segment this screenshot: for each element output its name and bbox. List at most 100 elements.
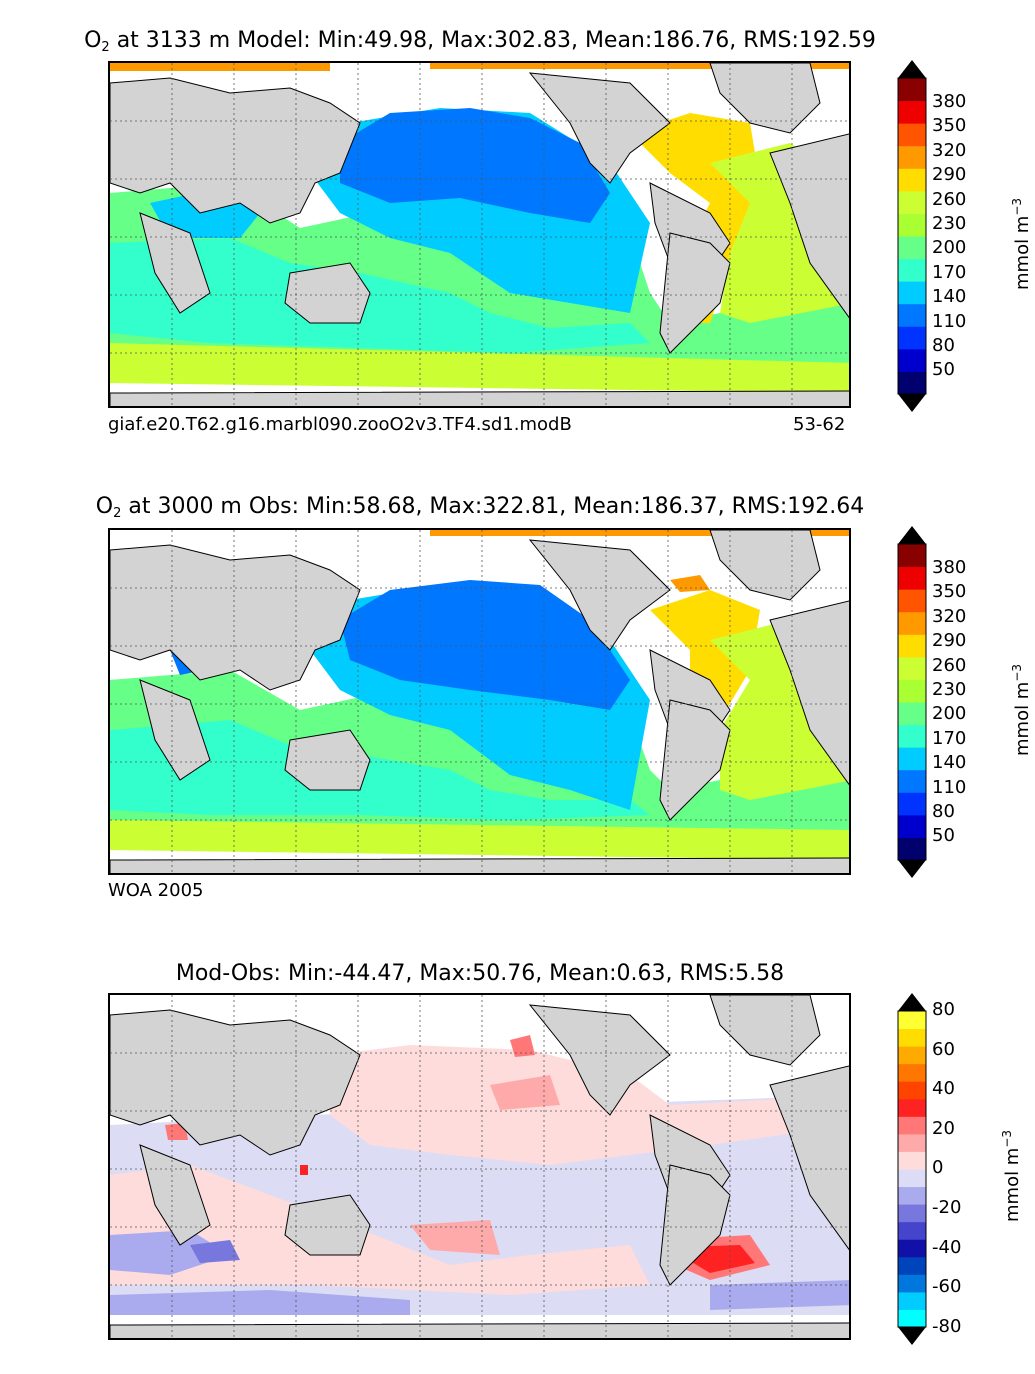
colorbar-model-unit: mmol m−3 bbox=[1010, 198, 1033, 290]
unit-sup: −3 bbox=[1010, 663, 1024, 682]
colorbar-model bbox=[897, 60, 927, 412]
colorbar-segment bbox=[898, 1256, 926, 1275]
caption-model-run: giaf.e20.T62.g16.marbl090.zooO2v3.TF4.sd… bbox=[108, 414, 572, 435]
colorbar-segment bbox=[898, 814, 926, 838]
colorbar-diff-unit: mmol m−3 bbox=[1000, 1130, 1023, 1222]
colorbar-model-svg bbox=[897, 60, 927, 412]
colorbar-tick-label: 80 bbox=[932, 801, 955, 822]
unit-text: mmol m bbox=[1012, 681, 1033, 756]
map-model bbox=[108, 61, 851, 408]
colorbar-tick-label: 20 bbox=[932, 1117, 955, 1139]
map-diff bbox=[108, 993, 851, 1340]
colorbar-segment bbox=[898, 1291, 926, 1310]
colorbar-segment bbox=[898, 611, 926, 635]
title-prefix: O bbox=[84, 28, 102, 53]
colorbar-tick-label: 200 bbox=[932, 703, 967, 725]
colorbar-segment bbox=[898, 1169, 926, 1188]
colorbar-segment bbox=[898, 792, 926, 816]
colorbar-segment bbox=[898, 656, 926, 680]
colorbar-tick-label: 80 bbox=[932, 999, 955, 1020]
colorbar-segment bbox=[898, 1133, 926, 1152]
colorbar-tick-label: -40 bbox=[932, 1236, 962, 1258]
colorbar-segment bbox=[898, 1204, 926, 1223]
colorbar-segment bbox=[898, 145, 926, 169]
title-subscript: 2 bbox=[113, 506, 122, 521]
colorbar-segment bbox=[898, 566, 926, 590]
colorbar-tick-label: 140 bbox=[932, 752, 967, 774]
colorbar-segment bbox=[898, 1309, 926, 1328]
colorbar-tick-label: 60 bbox=[932, 1038, 955, 1060]
map-model-svg bbox=[110, 63, 849, 406]
colorbar-tick-label: -80 bbox=[932, 1315, 962, 1337]
colorbar-segment bbox=[898, 326, 926, 350]
title-text: Mod-Obs: Min:-44.47, Max:50.76, Mean:0.6… bbox=[175, 961, 785, 986]
title-text: at 3133 m Model: Min:49.98, Max:302.83, … bbox=[109, 28, 876, 53]
unit-text: mmol m bbox=[1012, 215, 1033, 290]
unit-sup: −3 bbox=[1000, 1129, 1014, 1148]
colorbar-segment bbox=[898, 168, 926, 192]
colorbar-segment bbox=[898, 1151, 926, 1170]
colorbar-segment bbox=[898, 78, 926, 102]
colorbar-segment bbox=[898, 589, 926, 613]
colorbar-frame bbox=[897, 77, 927, 395]
colorbar-segment bbox=[898, 371, 926, 395]
title-subscript: 2 bbox=[101, 40, 110, 55]
map-diff-svg bbox=[110, 995, 849, 1338]
colorbar-extend-high bbox=[898, 60, 926, 78]
panel-title-obs: O2 at 3000 m Obs: Min:58.68, Max:322.81,… bbox=[0, 494, 960, 521]
colorbar-segment bbox=[898, 100, 926, 124]
colorbar-segment bbox=[898, 1116, 926, 1135]
colorbar-tick-label: 380 bbox=[932, 91, 967, 112]
colorbar-tick-label: -20 bbox=[932, 1197, 962, 1218]
colorbar-segment bbox=[898, 544, 926, 568]
colorbar-tick-label: 170 bbox=[932, 261, 967, 283]
colorbar-tick-label: -60 bbox=[932, 1276, 962, 1298]
colorbar-extend-low bbox=[898, 1327, 926, 1345]
colorbar-tick-label: 350 bbox=[932, 115, 967, 137]
colorbar-segment bbox=[898, 1098, 926, 1117]
colorbar-tick-label: 50 bbox=[932, 825, 955, 847]
colorbar-tick-label: 200 bbox=[932, 237, 967, 259]
colorbar-frame bbox=[897, 1010, 927, 1328]
colorbar-segment bbox=[898, 702, 926, 726]
colorbar-obs-unit: mmol m−3 bbox=[1010, 664, 1033, 756]
colorbar-segment bbox=[898, 123, 926, 147]
colorbar-segment bbox=[898, 258, 926, 282]
colorbar-segment bbox=[898, 281, 926, 305]
colorbar-tick-label: 380 bbox=[932, 557, 967, 578]
colorbar-tick-label: 350 bbox=[932, 581, 967, 603]
title-prefix: O bbox=[95, 494, 114, 519]
panel-title-diff: Mod-Obs: Min:-44.47, Max:50.76, Mean:0.6… bbox=[0, 961, 960, 986]
colorbar-segment bbox=[898, 348, 926, 372]
colorbar-segment bbox=[898, 769, 926, 793]
colorbar-segment bbox=[898, 1081, 926, 1100]
colorbar-diff-svg bbox=[897, 993, 927, 1345]
colorbar-tick-label: 260 bbox=[932, 654, 967, 676]
colorbar-segment bbox=[898, 303, 926, 327]
map-obs bbox=[108, 528, 851, 875]
colorbar-tick-label: 40 bbox=[932, 1078, 955, 1100]
colorbar-obs-svg bbox=[897, 526, 927, 878]
colorbar-tick-label: 230 bbox=[932, 679, 967, 700]
colorbar-extend-high bbox=[898, 993, 926, 1011]
unit-sup: −3 bbox=[1010, 197, 1024, 216]
colorbar-tick-label: 260 bbox=[932, 188, 967, 210]
colorbar-tick-label: 170 bbox=[932, 727, 967, 749]
title-text: at 3000 m Obs: Min:58.68, Max:322.81, Me… bbox=[121, 494, 865, 519]
colorbar-obs bbox=[897, 526, 927, 878]
colorbar-tick-label: 110 bbox=[932, 776, 967, 798]
caption-model-years: 53-62 bbox=[793, 414, 846, 435]
colorbar-tick-label: 320 bbox=[932, 605, 967, 627]
colorbar-frame bbox=[897, 543, 927, 861]
colorbar-segment bbox=[898, 1063, 926, 1082]
colorbar-segment bbox=[898, 1239, 926, 1258]
colorbar-segment bbox=[898, 1011, 926, 1030]
colorbar-segment bbox=[898, 213, 926, 237]
colorbar-segment bbox=[898, 1046, 926, 1065]
colorbar-segment bbox=[898, 1274, 926, 1293]
caption-obs-source: WOA 2005 bbox=[108, 880, 204, 901]
colorbar-tick-label: 50 bbox=[932, 359, 955, 381]
colorbar-segment bbox=[898, 634, 926, 658]
map-obs-svg bbox=[110, 530, 849, 873]
colorbar-diff bbox=[897, 993, 927, 1345]
